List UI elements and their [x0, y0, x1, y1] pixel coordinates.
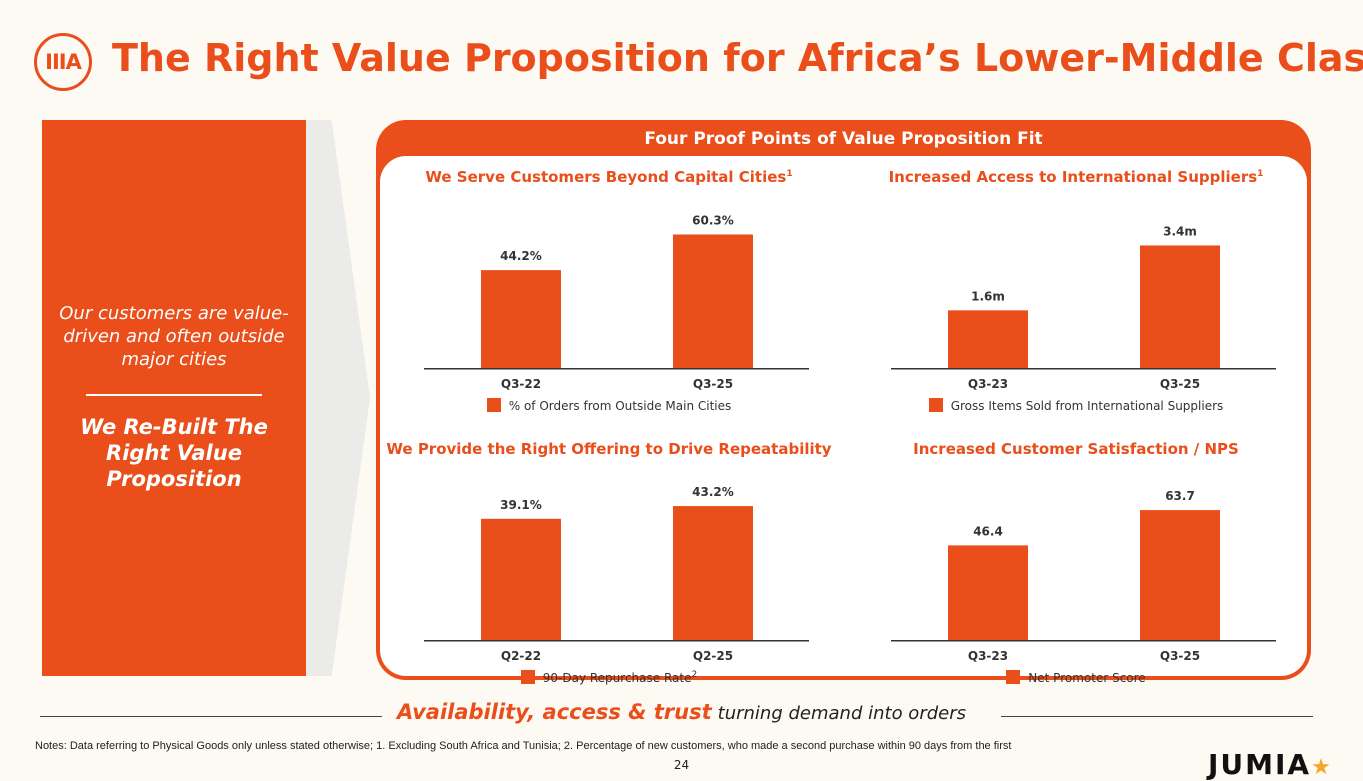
chart-title: Increased Customer Satisfaction / NPS — [913, 440, 1239, 458]
data-label: 3.4m — [1163, 224, 1197, 238]
footnote-marker: 2 — [691, 670, 698, 680]
chart-svg: 46.4 Q3-23 63.7 Q3-25 — [891, 489, 1276, 663]
x-tick-label: Q2-25 — [693, 649, 733, 663]
legend-label: Gross Items Sold from International Supp… — [950, 399, 1224, 413]
data-label: 63.7 — [1165, 489, 1195, 503]
data-label: 44.2% — [500, 249, 542, 263]
chevron-arrow — [306, 120, 370, 676]
side-panel: Our customers are value-driven and often… — [42, 120, 306, 676]
side-headline: We Re-Built The Right Value Proposition — [80, 415, 268, 491]
footnote-marker: 1 — [1257, 169, 1264, 179]
section-badge: IIIA — [34, 33, 92, 91]
data-label: 1.6m — [971, 289, 1005, 303]
x-tick-label: Q3-25 — [1160, 649, 1200, 663]
chart-legend: 90-Day Repurchase Rate2 — [384, 670, 834, 685]
page-title: The Right Value Proposition for Africa’s… — [112, 36, 1363, 80]
bottom-tagline: Availability, access & trust turning dema… — [0, 700, 1363, 724]
data-label: 43.2% — [692, 485, 734, 499]
side-tagline: Our customers are value-driven and often… — [59, 303, 289, 370]
bar-q3-22 — [481, 270, 561, 368]
bar-q3-25 — [1140, 510, 1220, 640]
proof-points-title: Four Proof Points of Value Proposition F… — [644, 129, 1043, 149]
legend-swatch — [928, 398, 943, 412]
legend-label: 90-Day Repurchase Rate — [542, 671, 692, 685]
chart-title: We Serve Customers Beyond Capital Cities… — [425, 168, 793, 186]
chart-panel-nps: Increased Customer Satisfaction / NPS 46.… — [851, 430, 1301, 685]
chart-title: We Provide the Right Offering to Drive R… — [386, 440, 832, 458]
chart-legend: Gross Items Sold from International Supp… — [851, 398, 1301, 413]
chart-svg: 44.2% Q3-22 60.3% Q3-25 — [424, 213, 809, 391]
bottom-tagline-rest: turning demand into orders — [717, 703, 966, 724]
legend-label: % of Orders from Outside Main Cities — [508, 399, 732, 413]
bar-q3-23 — [948, 310, 1028, 368]
proof-points-body: We Serve Customers Beyond Capital Cities… — [380, 156, 1307, 685]
bar-q2-25 — [673, 506, 753, 640]
x-tick-label: Q2-22 — [501, 649, 541, 663]
chart-legend: Net Promoter Score — [851, 670, 1301, 685]
bottom-rule-left — [40, 716, 382, 717]
chart-panel-capital-cities: We Serve Customers Beyond Capital Cities… — [384, 158, 834, 413]
chart-svg: 1.6m Q3-23 3.4m Q3-25 — [891, 224, 1276, 391]
footnote-marker: 1 — [786, 169, 793, 179]
bottom-tagline-accent: Availability, access & trust — [396, 700, 712, 724]
legend-swatch — [1006, 670, 1021, 684]
brand-logo: JUMIA★ — [1208, 748, 1333, 781]
chart-svg: 39.1% Q2-22 43.2% Q2-25 — [424, 485, 809, 663]
bar-q3-23 — [948, 545, 1028, 640]
bottom-rule-right — [1001, 716, 1313, 717]
x-tick-label: Q3-23 — [968, 377, 1008, 391]
legend-swatch — [520, 670, 535, 684]
x-tick-label: Q3-22 — [501, 377, 541, 391]
bar-q3-25 — [673, 234, 753, 368]
data-label: 60.3% — [692, 213, 734, 227]
side-divider — [86, 394, 262, 396]
page-number: 24 — [673, 758, 690, 772]
x-tick-label: Q3-25 — [1160, 377, 1200, 391]
legend-label: Net Promoter Score — [1028, 671, 1146, 685]
legend-swatch — [486, 398, 501, 412]
chart-legend: % of Orders from Outside Main Cities — [384, 398, 834, 413]
bar-q3-25 — [1140, 245, 1220, 368]
chart-panel-repeatability: We Provide the Right Offering to Drive R… — [384, 430, 834, 685]
x-tick-label: Q3-23 — [968, 649, 1008, 663]
data-label: 46.4 — [973, 524, 1003, 538]
bar-q2-22 — [481, 518, 561, 640]
x-tick-label: Q3-25 — [693, 377, 733, 391]
footnote: Notes: Data referring to Physical Goods … — [35, 740, 1012, 752]
chart-panel-international-suppliers: Increased Access to International Suppli… — [851, 158, 1301, 413]
brand-name: JUMIA — [1208, 748, 1312, 781]
chart-title: Increased Access to International Suppli… — [888, 168, 1264, 186]
data-label: 39.1% — [500, 498, 542, 512]
proof-points-frame: Four Proof Points of Value Proposition F… — [376, 120, 1311, 685]
